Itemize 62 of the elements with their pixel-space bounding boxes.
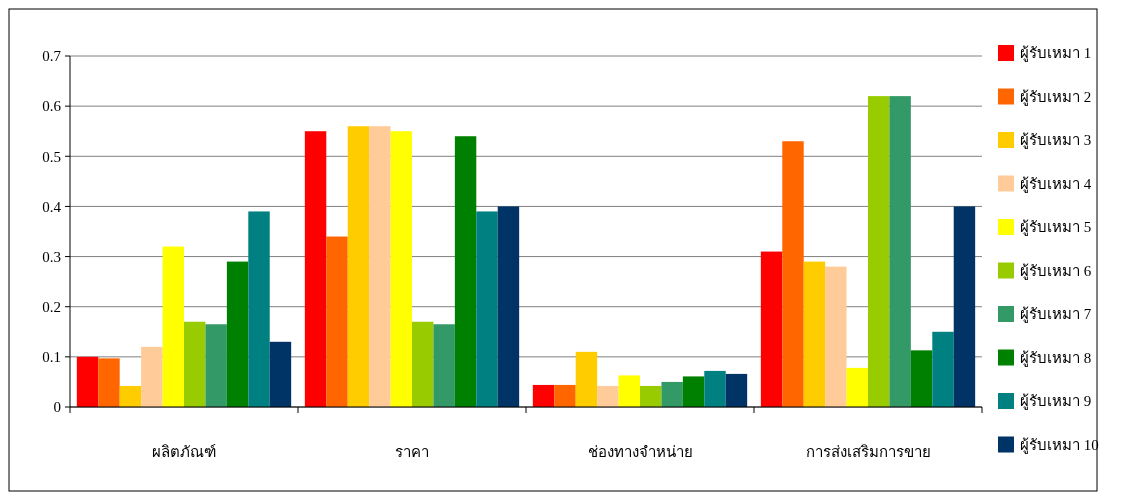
- legend-label: ผู้รับเหมา 6: [1020, 262, 1092, 280]
- legend-label: ผู้รับเหมา 8: [1020, 349, 1092, 367]
- bar: [347, 126, 370, 407]
- y-tick-label: 0.1: [42, 349, 61, 366]
- y-tick-label: 0.6: [42, 98, 62, 115]
- bar: [640, 385, 662, 407]
- y-tick-label: 0.3: [42, 248, 61, 265]
- bar: [369, 126, 391, 407]
- bar: [953, 206, 976, 407]
- bar: [497, 206, 520, 407]
- x-tick-label: ราคา: [395, 444, 429, 460]
- bar: [803, 261, 826, 407]
- legend-label: ผู้รับเหมา 5: [1020, 219, 1092, 237]
- legend-label: ผู้รับเหมา 1: [1020, 45, 1092, 63]
- bar: [162, 246, 184, 407]
- bar: [141, 346, 163, 407]
- bar: [661, 381, 683, 407]
- y-tick-label: 0.5: [42, 148, 61, 165]
- bar: [326, 236, 348, 407]
- bar: [910, 350, 933, 407]
- bar: [846, 367, 868, 407]
- x-tick-label: ผลิตภัณฑ์: [152, 444, 216, 460]
- bar: [476, 211, 498, 407]
- bar: [575, 351, 598, 407]
- bar: [248, 211, 270, 407]
- y-tick-label: 0.2: [42, 298, 61, 315]
- legend-label: ผู้รับเหมา 9: [1020, 393, 1092, 411]
- bar: [184, 321, 206, 407]
- legend-label: ผู้รับเหมา 3: [1020, 132, 1092, 150]
- bar: [889, 96, 911, 407]
- y-tick-label: 0: [53, 399, 61, 416]
- bar: [868, 96, 890, 407]
- bar: [618, 375, 640, 407]
- bar: [119, 385, 142, 407]
- bar: [782, 141, 804, 407]
- bar: [390, 131, 412, 407]
- y-tick-label: 0.4: [42, 198, 62, 215]
- bar: [433, 324, 455, 407]
- legend-label: ผู้รับเหมา 10: [1020, 436, 1099, 454]
- bar: [725, 373, 748, 407]
- bar: [532, 384, 555, 407]
- legend-label: ผู้รับเหมา 2: [1020, 88, 1092, 106]
- legend-label: ผู้รับเหมา 7: [1020, 306, 1092, 324]
- bar: [597, 385, 619, 407]
- y-tick-label: 0.7: [42, 48, 62, 65]
- bar: [704, 370, 726, 407]
- bar: [932, 331, 954, 407]
- bar: [269, 341, 292, 407]
- bar: [412, 321, 434, 407]
- bar: [205, 324, 227, 407]
- bar: [304, 131, 327, 407]
- bar: [226, 261, 249, 407]
- legend-label: ผู้รับเหมา 4: [1020, 175, 1092, 193]
- bar: [682, 376, 705, 407]
- x-tick-label: การส่งเสริมการขาย: [805, 444, 931, 460]
- bar: [454, 136, 477, 407]
- bar: [76, 356, 99, 407]
- bar: [98, 358, 120, 407]
- bar: [760, 251, 783, 407]
- x-tick-label: ช่องทางจำหน่าย: [587, 444, 693, 460]
- bar: [825, 266, 847, 407]
- bar: [554, 384, 576, 407]
